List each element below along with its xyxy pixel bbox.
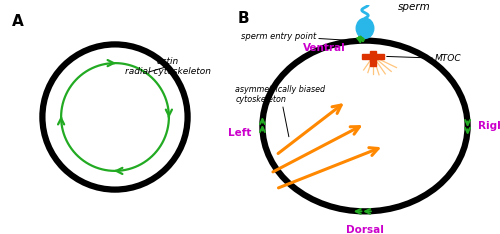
FancyBboxPatch shape [362, 54, 384, 59]
Text: sperm entry point: sperm entry point [241, 32, 352, 41]
FancyBboxPatch shape [370, 51, 376, 66]
Text: actin
radial cytoskeleton: actin radial cytoskeleton [125, 57, 211, 76]
Text: Left: Left [228, 128, 252, 138]
Ellipse shape [356, 18, 374, 38]
Text: Right: Right [478, 121, 500, 131]
Text: A: A [12, 14, 24, 29]
Text: B: B [238, 11, 250, 26]
Text: Dorsal: Dorsal [346, 225, 384, 234]
Text: asymmetrically biased
cytoskeleton: asymmetrically biased cytoskeleton [236, 85, 326, 137]
Text: sperm: sperm [398, 2, 430, 12]
Text: MTOC: MTOC [386, 54, 462, 63]
Text: Ventral: Ventral [304, 44, 346, 54]
